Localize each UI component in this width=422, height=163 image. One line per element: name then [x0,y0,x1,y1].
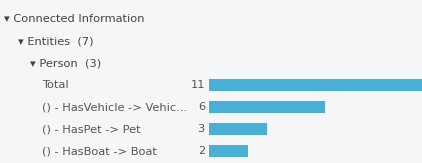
Text: Total: Total [42,80,69,90]
Text: 11: 11 [190,80,205,90]
Text: () - HasBoat -> Boat: () - HasBoat -> Boat [42,146,157,156]
Bar [209,101,325,113]
Text: ▾ Entities  (7): ▾ Entities (7) [18,36,94,46]
Text: () - HasPet -> Pet: () - HasPet -> Pet [42,124,141,134]
Text: 2: 2 [198,146,205,156]
Text: ▾ Connected Information: ▾ Connected Information [4,14,144,24]
Bar [209,79,422,91]
Text: 3: 3 [197,124,205,134]
Text: 6: 6 [198,102,205,112]
Text: () - HasVehicle -> Vehic...: () - HasVehicle -> Vehic... [42,102,187,112]
Bar [209,123,267,135]
Bar [209,145,248,157]
Text: ▾ Person  (3): ▾ Person (3) [30,58,101,68]
